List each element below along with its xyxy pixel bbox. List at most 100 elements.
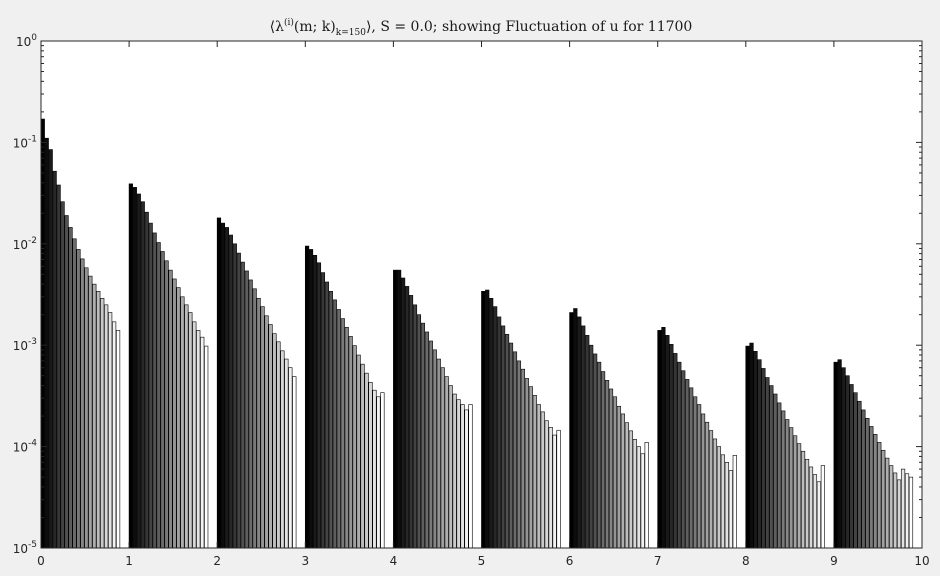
bar-m5-k2: [489, 298, 494, 549]
bar-m1-k4: [144, 211, 149, 549]
bar-m6-k0: [569, 312, 574, 549]
bar-m5-k11: [524, 378, 529, 549]
bar-m8-k3: [757, 359, 762, 549]
bar-m4-k14: [448, 385, 453, 549]
bar-m0-k14: [96, 291, 101, 549]
bar-m3-k5: [324, 281, 329, 549]
bar-m2-k19: [292, 376, 297, 549]
bar-m9-k9: [869, 426, 874, 549]
bar-m3-k4: [320, 272, 326, 549]
bar-m0-k15: [100, 298, 105, 549]
bar-m0-k4: [56, 184, 61, 549]
bar-m9-k14: [889, 465, 894, 549]
bar-m6-k8: [600, 371, 606, 549]
bar-m4-k3: [404, 286, 410, 549]
y-tick-label: 100: [16, 33, 37, 49]
bar-m0-k19: [116, 330, 121, 549]
bar-m9-k7: [861, 409, 866, 549]
bar-m1-k1: [132, 187, 137, 549]
bar-m7-k7: [685, 379, 690, 549]
bar-m0-k2: [48, 149, 53, 549]
bar-m9-k8: [865, 418, 870, 549]
bar-m4-k11: [436, 358, 441, 549]
x-tick-label: 10: [914, 554, 929, 568]
bar-m9-k15: [893, 472, 898, 549]
bar-m8-k6: [769, 385, 774, 549]
bar-m1-k5: [148, 222, 153, 549]
bar-m4-k9: [428, 340, 433, 549]
bar-m2-k2: [224, 227, 229, 549]
bar-m1-k7: [156, 242, 161, 549]
bar-m4-k0: [393, 269, 398, 549]
bar-m8-k19: [820, 465, 825, 549]
bar-m2-k9: [252, 288, 257, 549]
bar-m9-k13: [885, 457, 890, 549]
bar-m3-k10: [344, 327, 349, 549]
title-superscript: (i): [284, 17, 294, 28]
bar-m8-k15: [804, 458, 810, 549]
bar-m6-k4: [585, 335, 590, 549]
bar-m4-k18: [464, 409, 469, 549]
bar-m9-k16: [897, 479, 902, 549]
bar-m6-k2: [577, 316, 582, 549]
bar-m6-k15: [628, 430, 633, 549]
bar-m0-k5: [60, 201, 65, 549]
bar-m9-k17: [900, 468, 906, 549]
bar-m6-k14: [624, 422, 629, 549]
bar-m8-k9: [781, 410, 786, 549]
bar-m6-k6: [593, 353, 598, 549]
bar-m9-k1: [837, 359, 842, 549]
bar-m1-k8: [160, 251, 165, 549]
bar-m5-k14: [536, 404, 541, 549]
bar-m7-k1: [661, 327, 666, 549]
bar-m5-k3: [493, 306, 498, 549]
bar-m2-k1: [220, 222, 226, 549]
bar-m9-k3: [845, 375, 850, 549]
bar-m6-k10: [608, 388, 614, 549]
bar-m2-k11: [260, 306, 265, 549]
x-tick-label: 7: [654, 554, 662, 568]
x-tick-label: 1: [125, 554, 133, 568]
bar-m3-k1: [308, 249, 314, 549]
bar-m5-k13: [532, 395, 537, 549]
bar-m6-k7: [597, 361, 602, 549]
bar-m9-k6: [857, 400, 862, 549]
bar-m1-k13: [180, 296, 185, 549]
bar-m2-k10: [256, 298, 261, 549]
bar-m7-k13: [708, 430, 714, 549]
bar-m3-k17: [372, 389, 377, 549]
bar-m5-k12: [528, 386, 533, 549]
bar-m7-k17: [724, 462, 729, 549]
bar-m5-k1: [485, 289, 490, 549]
bar-m5-k0: [481, 291, 486, 549]
x-tick-label: 8: [742, 554, 750, 568]
title-middle: (m; k): [294, 19, 336, 35]
bar-m1-k10: [168, 269, 173, 549]
bar-m0-k3: [52, 170, 57, 549]
bar-m3-k14: [360, 363, 365, 549]
bar-m1-k14: [184, 304, 189, 549]
bar-m7-k6: [681, 370, 686, 549]
bar-m9-k18: [904, 473, 910, 549]
bar-m5-k18: [552, 434, 557, 549]
bar-m0-k1: [44, 137, 49, 549]
bar-m8-k0: [745, 345, 750, 549]
bar-m3-k2: [312, 255, 318, 549]
bar-m2-k17: [284, 358, 289, 549]
bar-m6-k16: [632, 439, 637, 549]
bar-m7-k10: [697, 404, 702, 549]
title-prefix: ⟨λ: [270, 19, 284, 35]
bar-m5-k5: [500, 325, 506, 549]
bar-m0-k9: [76, 249, 81, 549]
y-tick-label: 10-2: [13, 236, 37, 252]
bar-m7-k12: [704, 421, 710, 549]
bar-m6-k9: [604, 380, 610, 549]
bar-m5-k16: [544, 420, 549, 549]
bar-m3-k16: [368, 382, 373, 549]
bar-m4-k12: [440, 367, 445, 549]
bar-m2-k0: [216, 217, 222, 549]
ticks-layer: 0 1 2 3 4 5 6 7 8 9 10 10-5 10-4 10-3 10-2 10-1 100: [13, 33, 930, 568]
bar-m9-k12: [881, 449, 886, 549]
bar-m4-k16: [456, 399, 461, 549]
bar-m2-k14: [272, 333, 277, 549]
